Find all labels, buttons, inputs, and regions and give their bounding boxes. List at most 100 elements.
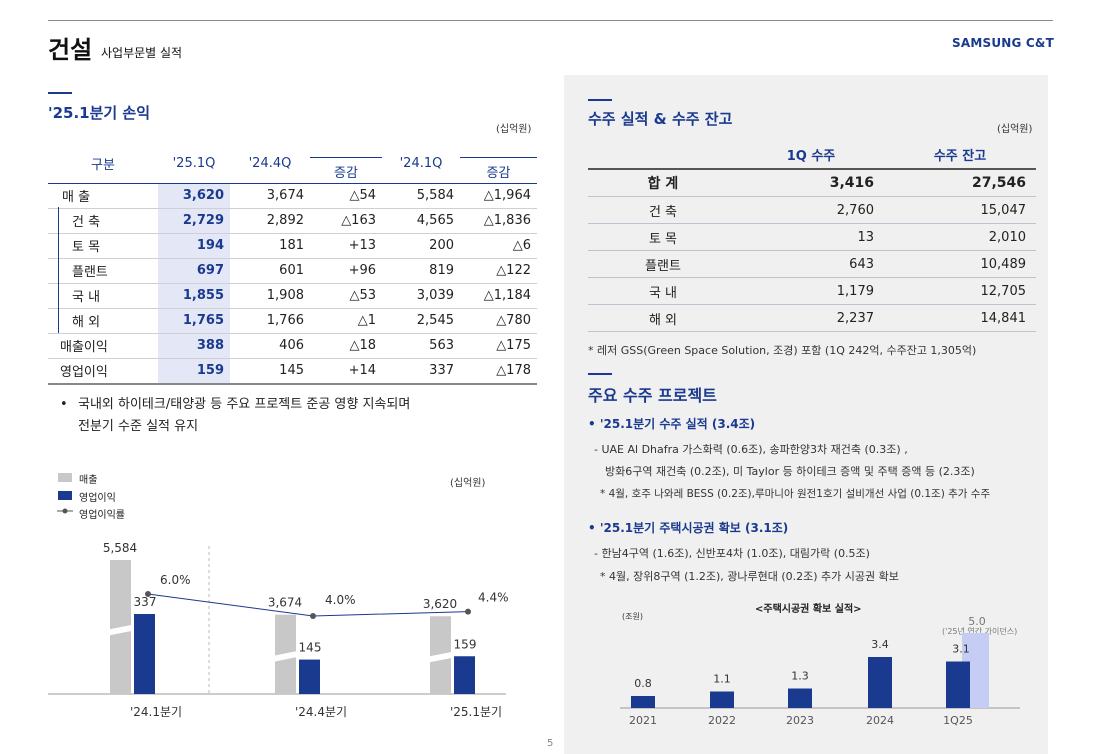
op-bar <box>134 614 155 694</box>
cell: 1,855 <box>158 283 230 309</box>
cell: 3,674 <box>230 183 310 209</box>
table-row: 영업이익 159 145 +14 337 △178 <box>48 358 537 385</box>
projects-line-3: * 4월, 호주 나와레 BESS (0.2조),루마니아 원전1호기 설비개선… <box>600 488 991 500</box>
bar-value-label: 3.4 <box>871 638 889 651</box>
projects-title: 주요 수주 프로젝트 <box>588 386 717 405</box>
cell: 200 <box>382 233 460 259</box>
subgroup-bracket <box>58 207 59 333</box>
cell: 194 <box>158 233 230 259</box>
row-label: 매출이익 <box>48 333 158 359</box>
pl-header-1: '25.1Q <box>158 145 230 184</box>
row-label: 매 출 <box>48 183 158 209</box>
legend-sales-swatch <box>58 473 72 482</box>
cell: 1,908 <box>230 283 310 309</box>
table-row: 플랜트 697 601 +96 819 △122 <box>48 258 537 284</box>
cell: +14 <box>310 358 382 385</box>
cell: 697 <box>158 258 230 284</box>
bar-value-label: 1.1 <box>713 673 731 686</box>
pl-note-line1: 국내외 하이테크/태양광 등 주요 프로젝트 준공 영향 지속되며 <box>78 397 411 412</box>
table-row: 매 출 3,620 3,674 △54 5,584 △1,964 <box>48 183 537 209</box>
category-label: 2024 <box>866 714 894 727</box>
page-number: 5 <box>547 738 554 749</box>
margin-label: 4.4% <box>478 591 509 605</box>
margin-label: 6.0% <box>160 573 191 587</box>
cell: 5,584 <box>382 183 460 209</box>
cell: 15,047 <box>884 196 1036 224</box>
row-label: 국 내 <box>48 283 158 309</box>
cell: △122 <box>460 258 537 284</box>
op-bar <box>299 659 320 694</box>
cell: +13 <box>310 233 382 259</box>
margin-point <box>310 613 316 619</box>
category-label: '24.1분기 <box>130 705 182 719</box>
sales-bar <box>110 560 131 694</box>
axis-break-mark <box>273 650 298 662</box>
cell: 4,565 <box>382 208 460 234</box>
cell: 145 <box>230 358 310 385</box>
sales-label: 3,620 <box>423 597 457 611</box>
row-label: 해 외 <box>588 304 738 332</box>
cell: △1,184 <box>460 283 537 309</box>
margin-label: 4.0% <box>325 593 356 607</box>
bar-value-label: 0.8 <box>634 677 652 690</box>
orders-table: 1Q 수주 수주 잔고 합 계 3,416 27,546 건 축 2,760 15,04… <box>588 140 1036 332</box>
table-row: 국 내 1,855 1,908 △53 3,039 △1,184 <box>48 283 537 309</box>
cell: △780 <box>460 308 537 334</box>
cell: △1,836 <box>460 208 537 234</box>
margin-point <box>465 608 471 615</box>
projects-line-5: * 4월, 장위8구역 (1.2조), 광나루현대 (0.2조) 추가 시공권 … <box>600 570 899 583</box>
row-label: 건 축 <box>48 208 158 234</box>
cell: 563 <box>382 333 460 359</box>
cell: △1 <box>310 308 382 334</box>
projects-line-4: - 한남4구역 (1.6조), 신반포4차 (1.0조), 대림가락 (0.5조… <box>594 547 870 560</box>
cell: 388 <box>158 333 230 359</box>
row-label: 토 목 <box>588 223 738 251</box>
op-label: 145 <box>299 641 322 655</box>
guidance-label: ('25년 연간 가이던스) <box>942 627 1018 636</box>
section-accent <box>588 99 612 101</box>
pl-table: 구분 '25.1Q '24.4Q 증감 '24.1Q 증감 매 출 3,620 3,… <box>48 145 537 385</box>
cell: 1,179 <box>738 277 884 305</box>
projects-line-2: 방화6구역 재건축 (0.2조), 미 Taylor 등 하이테크 증액 및 주… <box>605 465 975 478</box>
bar <box>710 691 734 708</box>
right-chart-unit: (조원) <box>622 612 643 621</box>
category-label: 1Q25 <box>943 714 973 727</box>
sales-label: 5,584 <box>103 541 137 555</box>
cell: 3,620 <box>158 183 230 209</box>
pl-header-0: 구분 <box>48 145 158 184</box>
row-label: 해 외 <box>48 308 158 334</box>
cell: 13 <box>738 223 884 251</box>
category-label: '24.4분기 <box>295 705 347 719</box>
op-bar <box>454 656 475 694</box>
cell: △18 <box>310 333 382 359</box>
legend-margin-swatch <box>57 508 73 514</box>
category-label: 2023 <box>786 714 814 727</box>
page-subtitle: 사업부문별 실적 <box>101 46 183 60</box>
cell: 3,416 <box>738 168 884 197</box>
header-rule <box>48 20 1053 21</box>
table-row: 건 축 2,760 15,047 <box>588 196 1036 224</box>
bar <box>788 688 812 708</box>
category-label: 2022 <box>708 714 736 727</box>
table-row: 국 내 1,179 12,705 <box>588 277 1036 305</box>
margin-line <box>147 593 469 617</box>
margin-point <box>145 591 151 597</box>
cell: 2,237 <box>738 304 884 332</box>
category-label: 2021 <box>629 714 657 727</box>
cell: 12,705 <box>884 277 1036 305</box>
bar <box>868 657 892 708</box>
row-label: 건 축 <box>588 196 738 224</box>
left-chart: 5,584 337 '24.1분기 3,674 145 '24.4분기 3,620 159 '2… <box>48 541 509 719</box>
row-label: 영업이익 <box>48 358 158 385</box>
cell: △1,964 <box>460 183 537 209</box>
category-label: '25.1분기 <box>450 705 502 719</box>
table-row: 토 목 13 2,010 <box>588 223 1036 251</box>
legend-sales: 매출 <box>79 475 98 486</box>
table-row: 토 목 194 181 +13 200 △6 <box>48 233 537 259</box>
bar-value-label: 1.3 <box>791 670 809 683</box>
left-chart-unit: (십억원) <box>450 478 486 489</box>
cell: 3,039 <box>382 283 460 309</box>
brand-logo: SAMSUNG C&T <box>952 36 1054 50</box>
orders-header-0 <box>588 140 738 169</box>
axis-break-mark <box>428 651 453 663</box>
